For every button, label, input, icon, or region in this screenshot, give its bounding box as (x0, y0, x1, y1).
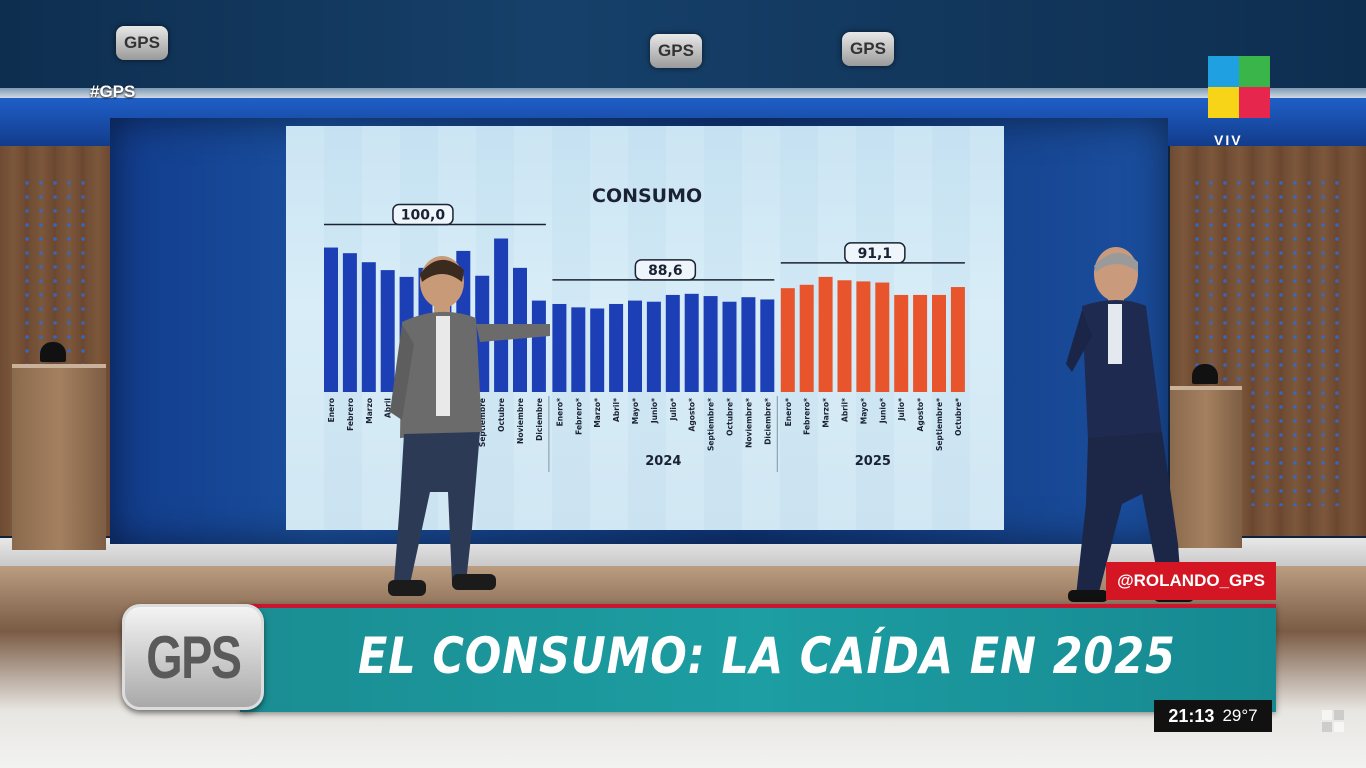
callout-box (392, 203, 454, 226)
callout-value: 88,6 (648, 263, 683, 279)
chart-tick-label: Febrero* (803, 398, 812, 435)
chart-tick-label: Septiembre (478, 398, 487, 447)
chart-tick-label: Octubre (497, 398, 506, 432)
chart-tick-label: Mayo* (631, 398, 640, 424)
clock-time: 21:13 (1168, 705, 1215, 726)
chart-tick-label: Agosto* (688, 398, 697, 432)
gps-badge-text: GPS (145, 623, 242, 691)
channel-logo (1208, 56, 1270, 118)
studio-gps-tile: GPS (116, 26, 168, 60)
studio-gps-tile: GPS (650, 34, 702, 68)
callout-box (634, 259, 697, 281)
chart-bar (552, 303, 567, 392)
chart-bar (571, 307, 586, 392)
callout-value: 91,1 (858, 246, 893, 262)
chart-bar (856, 281, 871, 392)
callout-box (844, 242, 906, 264)
hashtag-label: #GPS (90, 82, 136, 101)
chart-bar (361, 262, 376, 392)
chart-tick-label: Enero (327, 398, 336, 422)
podium-right (1170, 386, 1242, 548)
chart-tick-label: Noviembre* (744, 398, 753, 448)
chart-tick-label: Agosto* (916, 398, 925, 432)
chart-tick-label: Junio* (878, 398, 887, 424)
chart-tick-label: Noviembre (516, 398, 525, 444)
chart-tick-label: Diciembre* (763, 398, 772, 445)
studio-light-strip (0, 88, 1366, 98)
chart-tick-label: Julio* (897, 398, 906, 421)
chart-title: CONSUMO (592, 185, 702, 207)
chart-bar (932, 294, 946, 392)
chart-bar (665, 294, 680, 392)
chart-bar (913, 294, 928, 392)
headline-text: EL CONSUMO: LA CAÍDA EN 2025 (358, 627, 1176, 685)
chart-bar (741, 297, 756, 392)
chart-tick-label: Marzo (365, 398, 374, 424)
chart-bar (590, 308, 605, 392)
lower-third-bar (240, 604, 1276, 712)
chart-tick-label: Abril (384, 398, 393, 418)
presenter-left (388, 256, 550, 596)
chart-bar (684, 293, 699, 392)
year-label: 2025 (855, 454, 891, 469)
network-watermark-icon (1322, 710, 1344, 732)
chart-bar (646, 301, 661, 392)
chart-bar (703, 296, 718, 392)
chart-tick-label: Diciembre (535, 398, 544, 441)
chart-bar (628, 300, 642, 392)
chart-bar (342, 253, 357, 392)
chart-tick-label: Septiembre* (707, 398, 716, 451)
social-handle: @ROLANDO_GPS (1106, 562, 1276, 600)
chart-bar (380, 270, 395, 392)
gps-badge: GPS (122, 604, 264, 710)
chart-tick-label: Marzo* (593, 398, 602, 428)
callout-value: 100,0 (401, 208, 446, 224)
chart-bar (494, 238, 509, 392)
chart-bar (799, 284, 814, 392)
chart-tick-label: Febrero* (574, 398, 583, 435)
chart-tick-label: Enero* (555, 398, 564, 426)
chart-tick-label: Enero* (784, 398, 793, 426)
chart-tick-label: Octubre* (726, 398, 735, 436)
chart-tick-label: Septiembre* (935, 398, 944, 451)
chart-tick-label: Abril* (841, 398, 850, 422)
chart-bar (875, 282, 890, 392)
studio-gps-tile: GPS (842, 32, 894, 66)
chart-bar (780, 288, 795, 392)
chart-tick-label: Julio* (669, 398, 678, 421)
chart-bar (837, 280, 852, 392)
presenter-right (1066, 247, 1194, 602)
chart-tick-label: Octubre* (954, 398, 963, 436)
chart-bar (324, 247, 338, 392)
year-label: 2024 (645, 454, 681, 469)
chart-tick-label: Febrero (346, 398, 355, 431)
podium-lamp-right (1192, 364, 1218, 384)
chart-bar (609, 303, 624, 392)
live-label: VIV (1214, 132, 1243, 148)
chart-bar (818, 276, 833, 392)
podium-lamp-left (40, 342, 66, 362)
chart-tick-label: Marzo* (822, 398, 831, 428)
chart-bar (531, 300, 546, 392)
chart-bar (722, 301, 737, 392)
chart-tick-label: Mayo* (859, 398, 868, 424)
clock-box: 21:13 29°7 (1154, 700, 1272, 732)
clock-temperature: 29°7 (1222, 706, 1258, 725)
chart-tick-label: Junio* (650, 398, 659, 424)
chart-bar (950, 287, 965, 392)
chart-bar (760, 299, 775, 392)
chart-tick-label: Abril* (612, 398, 621, 422)
chart-bar (894, 294, 909, 392)
podium-left (12, 364, 106, 550)
